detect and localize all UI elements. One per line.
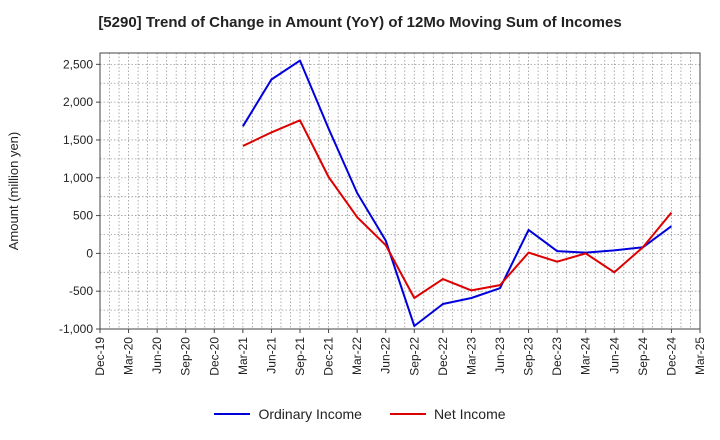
y-tick-label: 1,000	[63, 171, 93, 185]
y-tick-label: 2,000	[63, 95, 93, 109]
y-axis-label: Amount (million yen)	[6, 132, 21, 251]
legend-item-ordinary-income: Ordinary Income	[214, 406, 362, 422]
x-tick-label: Jun-21	[264, 337, 278, 374]
x-tick-label: Dec-19	[93, 337, 107, 376]
legend-item-net-income: Net Income	[389, 406, 506, 422]
y-tick-label: 1,500	[63, 133, 93, 147]
y-tick-label: 2,500	[63, 57, 93, 71]
x-tick-label: Jun-22	[379, 337, 393, 374]
x-tick-label: Dec-21	[322, 337, 336, 376]
legend-label-ordinary-income: Ordinary Income	[258, 406, 362, 422]
x-tick-label: Mar-24	[579, 337, 593, 375]
x-tick-label: Mar-21	[236, 337, 250, 375]
plot-frame	[99, 52, 701, 330]
x-tick-label: Sep-20	[179, 337, 193, 376]
chart-title: [5290] Trend of Change in Amount (YoY) o…	[98, 14, 622, 31]
x-tick-label: Jun-24	[607, 337, 621, 374]
x-tick-label: Mar-20	[122, 337, 136, 375]
x-tick-label: Mar-22	[350, 337, 364, 375]
x-tick-label: Dec-24	[664, 337, 678, 376]
y-tick-label: -500	[69, 284, 93, 298]
x-tick-label: Sep-23	[522, 337, 536, 376]
x-tick-label: Dec-23	[550, 337, 564, 376]
x-tick-label: Sep-22	[407, 337, 421, 376]
legend: Ordinary Income Net Income	[0, 406, 720, 422]
series-line-ordinary-income	[242, 59, 672, 327]
x-tick-label: Dec-20	[207, 337, 221, 376]
legend-label-net-income: Net Income	[433, 406, 506, 422]
x-tick-label: Sep-21	[293, 337, 307, 376]
x-tick-label: Jun-20	[150, 337, 164, 374]
series-line-net-income	[242, 119, 673, 299]
legend-swatch-ordinary-income	[214, 413, 251, 415]
legend-swatch-net-income	[389, 413, 426, 415]
x-tick-label: Jun-23	[493, 337, 507, 374]
x-tick-label: Dec-22	[436, 337, 450, 376]
x-tick-label: Mar-25	[693, 337, 707, 375]
x-tick-label: Sep-24	[636, 337, 650, 376]
y-tick-label: 500	[73, 209, 93, 223]
x-tick-label: Mar-23	[464, 337, 478, 375]
y-tick-label: -1,000	[59, 322, 93, 336]
y-tick-label: 0	[86, 246, 93, 260]
